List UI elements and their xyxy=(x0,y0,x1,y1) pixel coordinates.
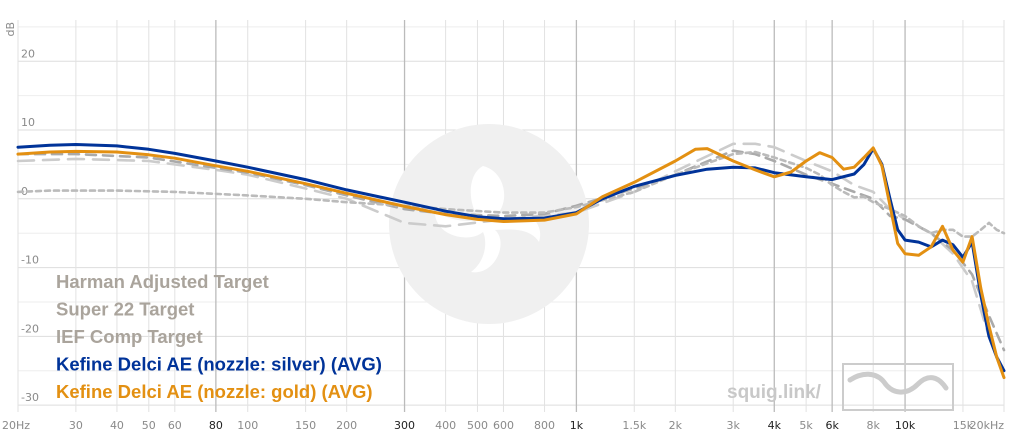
y-tick-label: 0 xyxy=(21,185,28,198)
x-tick-label: 2k xyxy=(669,419,683,432)
x-tick-label: 1k xyxy=(570,419,584,432)
legend-entry[interactable]: Kefine Delci AE (nozzle: silver) (AVG) xyxy=(56,354,382,375)
x-tick-label: 500 xyxy=(467,419,488,432)
x-tick-label: 3k xyxy=(727,419,741,432)
x-tick-label: 400 xyxy=(435,419,456,432)
x-tick-label: 40 xyxy=(110,419,124,432)
legend-entry[interactable]: Super 22 Target xyxy=(56,299,194,320)
series-line-3 xyxy=(16,150,1006,238)
y-ticks: 20 10 0 -10 -20 -30 xyxy=(21,47,39,404)
x-tick-label: 50 xyxy=(142,419,156,432)
watermark-text: squig.link/ xyxy=(727,382,822,403)
legend-entry[interactable]: Kefine Delci AE (nozzle: gold) (AVG) xyxy=(56,381,373,402)
series-line-5 xyxy=(16,146,1006,380)
x-ticks: 20Hz 30 40 50 60 80 100 150 200 300 400 500 600 800 1k… xyxy=(2,419,1004,432)
x-tick-label: 20Hz xyxy=(2,419,30,432)
legend-entry[interactable]: IEF Comp Target xyxy=(56,326,203,347)
x-tick-label: 8k xyxy=(867,419,881,432)
x-tick-label: 15k xyxy=(953,419,974,432)
x-tick-label: 150 xyxy=(295,419,316,432)
y-tick-label: -30 xyxy=(21,391,39,404)
x-tick-label: 20kHz xyxy=(970,419,1005,432)
legend: Harman Adjusted Target Super 22 Target IEF… xyxy=(56,271,382,402)
y-axis-label: dB xyxy=(4,22,17,37)
legend-entry[interactable]: Harman Adjusted Target xyxy=(56,271,269,292)
series-line-4 xyxy=(16,143,1006,373)
x-tick-label: 1.5k xyxy=(622,419,646,432)
x-tick-label: 60 xyxy=(168,419,182,432)
x-tick-label: 600 xyxy=(493,419,514,432)
x-tick-label: 80 xyxy=(209,419,223,432)
x-tick-label: 100 xyxy=(237,419,258,432)
x-tick-label: 800 xyxy=(534,419,555,432)
series-lines xyxy=(16,142,1006,380)
y-tick-label: -10 xyxy=(21,254,39,267)
y-tick-label: 10 xyxy=(21,116,35,129)
x-tick-label: 10k xyxy=(895,419,916,432)
y-tick-label: 20 xyxy=(21,47,35,60)
y-tick-label: -20 xyxy=(21,322,39,335)
x-tick-label: 6k xyxy=(825,419,839,432)
x-tick-label: 4k xyxy=(768,419,782,432)
x-tick-label: 300 xyxy=(394,419,415,432)
x-tick-label: 5k xyxy=(799,419,813,432)
x-tick-label: 200 xyxy=(336,419,357,432)
x-tick-label: 30 xyxy=(69,419,83,432)
squiglink-wordmark-icon xyxy=(842,363,954,411)
